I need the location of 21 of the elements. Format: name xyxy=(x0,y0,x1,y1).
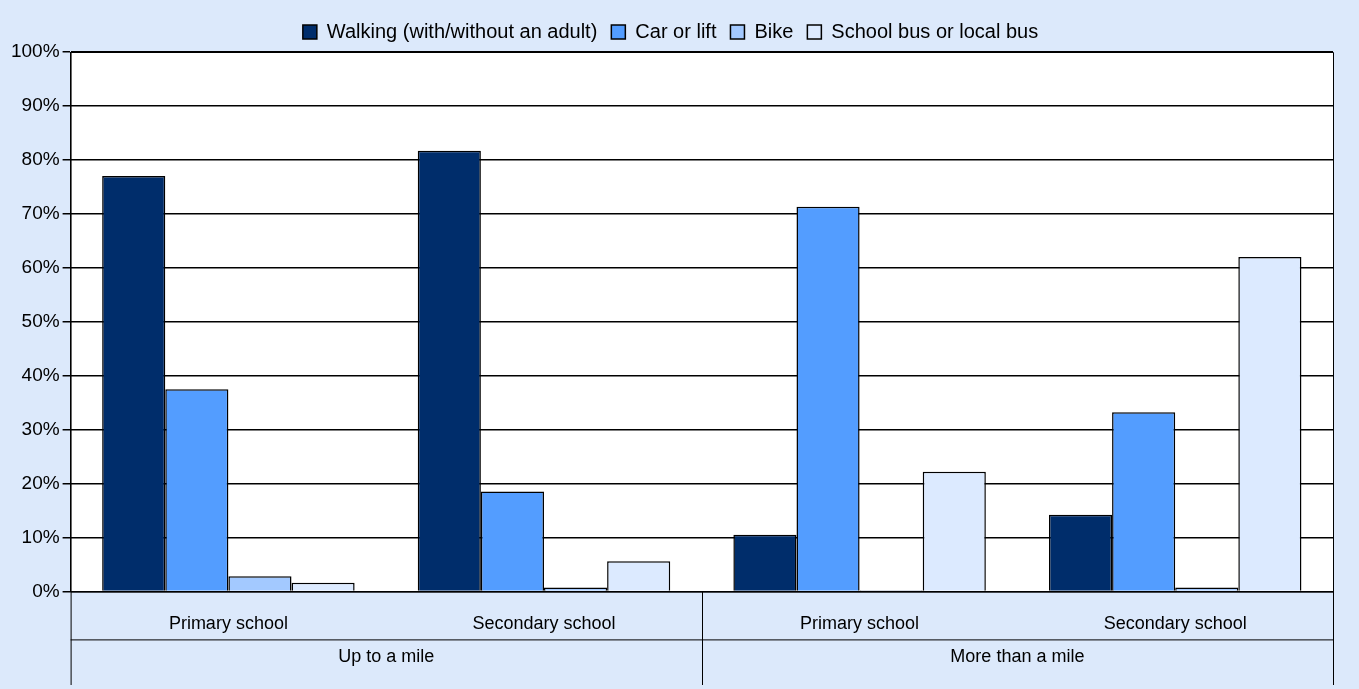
x-tick-label: Secondary school xyxy=(1103,613,1247,634)
y-tick-label: 40% xyxy=(21,363,60,385)
y-tick-label: 10% xyxy=(21,525,60,547)
x-tick-label: Primary school xyxy=(800,613,920,634)
y-tick-label: 20% xyxy=(21,471,60,493)
x-tick-label: Primary school xyxy=(168,613,288,634)
x-tick-label: Secondary school xyxy=(472,613,616,634)
legend-label: Walking (with/without an adult) xyxy=(326,19,598,42)
text: Up to a mile xyxy=(338,646,435,667)
y-tick-label: 70% xyxy=(21,202,60,224)
y-tick-label: 30% xyxy=(21,417,60,439)
y-tick-label: 0% xyxy=(32,579,60,601)
y-tick-label: 80% xyxy=(21,148,60,170)
y-tick-label: 90% xyxy=(21,94,60,116)
text: More than a mile xyxy=(950,646,1085,667)
legend-label: Bike xyxy=(754,19,794,42)
y-tick-label: 50% xyxy=(21,309,60,331)
y-tick-label: 100% xyxy=(10,40,60,62)
legend-label: School bus or local bus xyxy=(831,19,1039,42)
y-tick-label: 60% xyxy=(21,255,60,277)
legend-label: Car or lift xyxy=(635,19,717,42)
